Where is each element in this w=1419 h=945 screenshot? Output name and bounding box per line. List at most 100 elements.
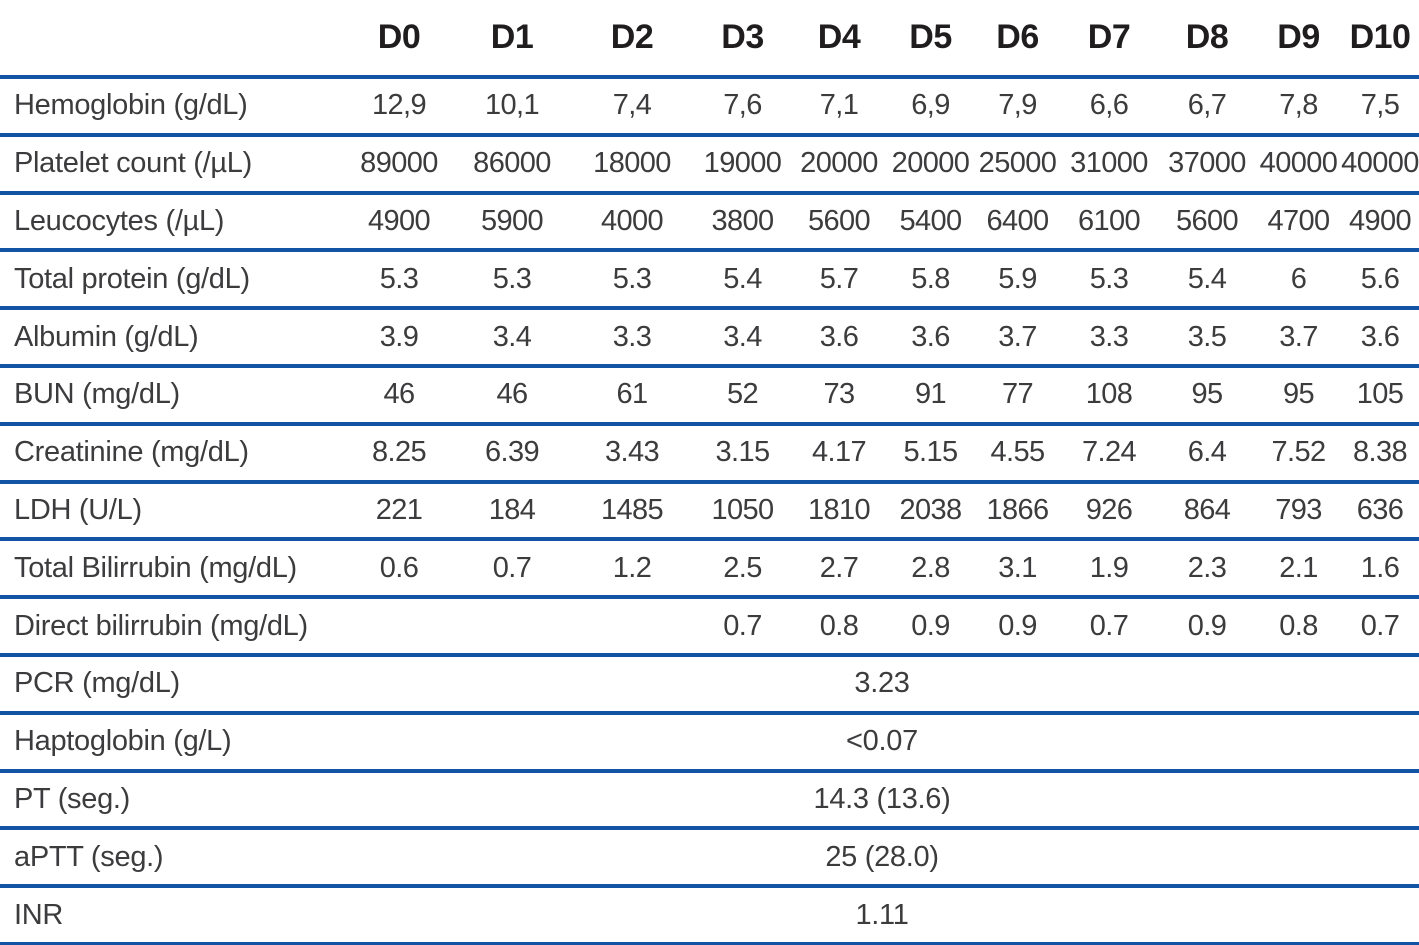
cell-d9: 7.52 <box>1256 423 1341 484</box>
cell-d5: 91 <box>886 365 975 426</box>
row-label: Haptoglobin (g/L) <box>0 712 345 773</box>
cell-d4: 1810 <box>792 481 886 542</box>
merged-value-cell: 1.11 <box>345 886 1419 945</box>
table-row: Platelet count (/µL) 89000 86000 18000 19000… <box>0 134 1419 195</box>
cell-d1: 184 <box>453 481 571 542</box>
column-header-d4: D4 <box>792 0 886 79</box>
column-header-d5: D5 <box>886 0 975 79</box>
cell-d3: 3.4 <box>693 308 792 368</box>
table-row: Direct bilirrubin (mg/dL) 0.7 0.8 0.9 0.9 0.7… <box>0 597 1419 657</box>
cell-d8: 2.3 <box>1158 539 1256 600</box>
cell-d2: 3.43 <box>571 423 693 484</box>
cell-d3: 3.15 <box>693 423 792 484</box>
cell-d3: 19000 <box>693 134 792 195</box>
cell-d4: 5.7 <box>792 250 886 311</box>
cell-d7: 108 <box>1060 365 1158 426</box>
cell-d2: 5.3 <box>571 250 693 311</box>
cell-d9: 3.7 <box>1256 308 1341 368</box>
column-header-d10: D10 <box>1341 0 1419 79</box>
cell-d6: 0.9 <box>975 597 1060 657</box>
cell-d1: 3.4 <box>453 308 571 368</box>
column-header-d6: D6 <box>975 0 1060 79</box>
cell-d1: 46 <box>453 365 571 426</box>
table-row: Creatinine (mg/dL) 8.25 6.39 3.43 3.15 4.17 5.… <box>0 423 1419 484</box>
cell-d6: 6400 <box>975 192 1060 253</box>
cell-d0: 0.6 <box>345 539 453 600</box>
cell-d10: 7,5 <box>1341 77 1419 137</box>
cell-d5: 2.8 <box>886 539 975 600</box>
row-label: Total Bilirrubin (mg/dL) <box>0 539 345 600</box>
cell-d2: 61 <box>571 365 693 426</box>
cell-d10: 8.38 <box>1341 423 1419 484</box>
row-label: LDH (U/L) <box>0 481 345 542</box>
cell-d2 <box>571 597 693 657</box>
cell-d5: 6,9 <box>886 77 975 137</box>
table-row: Total protein (g/dL) 5.3 5.3 5.3 5.4 5.7 5.8 5.… <box>0 250 1419 311</box>
cell-d9: 7,8 <box>1256 77 1341 137</box>
cell-d4: 3.6 <box>792 308 886 368</box>
row-label: Total protein (g/dL) <box>0 250 345 311</box>
cell-d7: 3.3 <box>1060 308 1158 368</box>
cell-d10: 3.6 <box>1341 308 1419 368</box>
cell-d8: 37000 <box>1158 134 1256 195</box>
cell-d1: 10,1 <box>453 77 571 137</box>
table-header-row: D0 D1 D2 D3 D4 D5 D6 D7 D8 D9 D10 <box>0 0 1419 79</box>
cell-d2: 1485 <box>571 481 693 542</box>
column-header-d0: D0 <box>345 0 453 79</box>
cell-d4: 0.8 <box>792 597 886 657</box>
cell-d4: 20000 <box>792 134 886 195</box>
cell-d0: 3.9 <box>345 308 453 368</box>
row-label: INR <box>0 886 345 945</box>
cell-d7: 1.9 <box>1060 539 1158 600</box>
cell-d8: 5600 <box>1158 192 1256 253</box>
cell-d2: 7,4 <box>571 77 693 137</box>
cell-d6: 25000 <box>975 134 1060 195</box>
cell-d0: 12,9 <box>345 77 453 137</box>
row-label: aPTT (seg.) <box>0 828 345 889</box>
row-label: BUN (mg/dL) <box>0 365 345 426</box>
cell-d6: 7,9 <box>975 77 1060 137</box>
cell-d7: 926 <box>1060 481 1158 542</box>
table-row: Albumin (g/dL) 3.9 3.4 3.3 3.4 3.6 3.6 3.7 3.3 3.… <box>0 308 1419 368</box>
cell-d1 <box>453 597 571 657</box>
corner-header-cell <box>0 0 345 79</box>
cell-d1: 6.39 <box>453 423 571 484</box>
merged-value-cell: 25 (28.0) <box>345 828 1419 889</box>
cell-d9: 40000 <box>1256 134 1341 195</box>
row-label: Albumin (g/dL) <box>0 308 345 368</box>
row-label: Creatinine (mg/dL) <box>0 423 345 484</box>
cell-d1: 86000 <box>453 134 571 195</box>
cell-d8: 5.4 <box>1158 250 1256 311</box>
cell-d8: 95 <box>1158 365 1256 426</box>
table-row: PT (seg.) 14.3 (13.6) <box>0 770 1419 831</box>
table-row: PCR (mg/dL) 3.23 <box>0 654 1419 715</box>
cell-d10: 1.6 <box>1341 539 1419 600</box>
cell-d1: 5900 <box>453 192 571 253</box>
column-header-d2: D2 <box>571 0 693 79</box>
cell-d4: 73 <box>792 365 886 426</box>
cell-d10: 636 <box>1341 481 1419 542</box>
cell-d6: 77 <box>975 365 1060 426</box>
cell-d5: 5400 <box>886 192 975 253</box>
cell-d0: 46 <box>345 365 453 426</box>
cell-d9: 95 <box>1256 365 1341 426</box>
cell-d4: 5600 <box>792 192 886 253</box>
cell-d9: 2.1 <box>1256 539 1341 600</box>
cell-d6: 3.1 <box>975 539 1060 600</box>
cell-d6: 1866 <box>975 481 1060 542</box>
cell-d1: 5.3 <box>453 250 571 311</box>
cell-d5: 0.9 <box>886 597 975 657</box>
row-label: PCR (mg/dL) <box>0 654 345 715</box>
cell-d7: 0.7 <box>1060 597 1158 657</box>
cell-d2: 1.2 <box>571 539 693 600</box>
cell-d10: 4900 <box>1341 192 1419 253</box>
cell-d3: 1050 <box>693 481 792 542</box>
row-label: Hemoglobin (g/dL) <box>0 77 345 137</box>
cell-d8: 3.5 <box>1158 308 1256 368</box>
table-row: Haptoglobin (g/L) <0.07 <box>0 712 1419 773</box>
cell-d8: 0.9 <box>1158 597 1256 657</box>
table-row: BUN (mg/dL) 46 46 61 52 73 91 77 108 95 95 105 <box>0 365 1419 426</box>
cell-d3: 3800 <box>693 192 792 253</box>
cell-d5: 20000 <box>886 134 975 195</box>
